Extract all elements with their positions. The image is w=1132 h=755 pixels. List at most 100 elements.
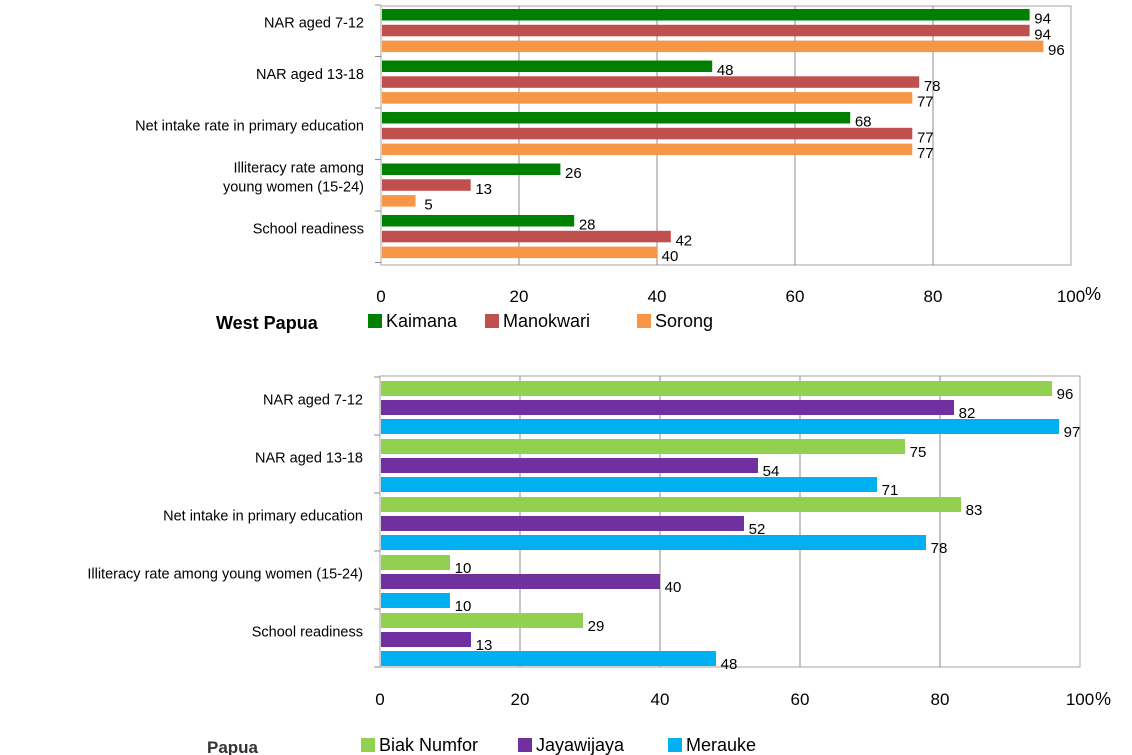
category-label: NAR aged 7-12 (263, 393, 363, 409)
x-tick-label: 60 (791, 690, 810, 709)
bar-sorong (382, 143, 913, 156)
category-label: NAR aged 13-18 (256, 67, 364, 83)
bar-kaimana (382, 163, 561, 175)
bar-jayawijaya (381, 574, 660, 589)
chart-title: Papua (207, 738, 259, 755)
papua-chart: 0 20 40 60 80 100 % 96 82 97 NAR aged 7-12 75 54 71 NA… (87, 375, 1111, 755)
data-label: 77 (917, 129, 934, 146)
bar-merauke (381, 419, 1059, 434)
data-label: 97 (1064, 424, 1081, 441)
category-label: Net intake rate in primary education (135, 119, 364, 135)
bar-sorong (382, 40, 1044, 53)
bar-sorong (382, 246, 657, 259)
data-label: 48 (721, 656, 738, 673)
category-label: NAR aged 7-12 (264, 16, 364, 32)
bar-jayawijaya (381, 400, 954, 415)
data-label: 13 (475, 181, 492, 198)
x-tick-label: 20 (510, 287, 529, 306)
plot-frame (380, 5, 1072, 266)
data-label: 78 (931, 540, 948, 557)
category-label: Net intake in primary education (163, 509, 363, 525)
data-label: 77 (917, 94, 934, 111)
data-label: 26 (565, 165, 582, 182)
bar-manokwari (382, 24, 1030, 37)
legend-label: Kaimana (386, 311, 458, 331)
x-tick-label: 40 (648, 287, 667, 306)
data-label: 77 (917, 145, 934, 162)
category-label: School readiness (253, 222, 364, 238)
unit-label: % (1085, 284, 1101, 304)
legend-label: Jayawijaya (536, 735, 625, 755)
legend-swatch (485, 314, 499, 328)
bar-kaimana (382, 215, 575, 227)
data-label: 94 (1034, 26, 1051, 43)
legend-label: Manokwari (503, 311, 590, 331)
bar-biak-numfor (381, 555, 450, 570)
data-label: 75 (910, 444, 927, 461)
data-label: 71 (882, 482, 899, 499)
data-label: 5 (424, 197, 432, 214)
legend-label: Sorong (655, 311, 713, 331)
bar-jayawijaya (381, 516, 744, 531)
data-label: 83 (966, 502, 983, 519)
data-label: 94 (1034, 11, 1051, 28)
bar-jayawijaya (381, 632, 471, 647)
data-label: 54 (763, 463, 780, 480)
bar-manokwari (382, 230, 671, 243)
legend-swatch (668, 738, 682, 752)
x-tick-label: 80 (924, 287, 943, 306)
x-tick-label: 40 (651, 690, 670, 709)
data-label: 28 (579, 217, 596, 234)
bar-biak-numfor (381, 497, 961, 512)
x-tick-label: 80 (931, 690, 950, 709)
bar-merauke (381, 477, 877, 492)
category-label: Illiteracy rate among (233, 161, 364, 177)
data-label: 29 (588, 618, 605, 635)
bar-manokwari (382, 179, 471, 191)
bar-merauke (381, 535, 926, 550)
x-tick-label: 60 (786, 287, 805, 306)
category-label: young women (15-24) (223, 180, 364, 196)
legend-swatch (368, 314, 382, 328)
category-label: School readiness (252, 625, 363, 641)
x-tick-label: 0 (376, 287, 385, 306)
bar-kaimana (382, 60, 713, 72)
category-label: Illiteracy rate among young women (15-24… (87, 567, 363, 583)
bar-biak-numfor (381, 381, 1052, 396)
x-tick-label: 100 (1057, 287, 1085, 306)
data-label: 10 (455, 598, 472, 615)
unit-label: % (1095, 689, 1111, 709)
bar-jayawijaya (381, 458, 758, 473)
legend-swatch (361, 738, 375, 752)
legend-label: Merauke (686, 735, 756, 755)
data-label: 13 (476, 637, 493, 654)
legend-swatch (518, 738, 532, 752)
bar-sorong (382, 195, 416, 207)
bar-manokwari (382, 127, 913, 140)
data-label: 96 (1048, 42, 1065, 59)
x-tick-label: 0 (375, 690, 384, 709)
bar-manokwari (382, 76, 920, 88)
data-label: 40 (662, 248, 679, 265)
x-tick-label: 100 (1066, 690, 1094, 709)
data-label: 52 (749, 521, 766, 538)
data-label: 40 (665, 579, 682, 596)
chart-title: West Papua (216, 313, 319, 333)
data-label: 82 (959, 405, 976, 422)
bar-merauke (381, 593, 450, 608)
bar-biak-numfor (381, 439, 905, 454)
data-label: 42 (675, 232, 692, 249)
data-label: 48 (717, 62, 734, 79)
bar-merauke (381, 651, 716, 666)
data-label: 78 (924, 78, 941, 95)
legend-swatch (637, 314, 651, 328)
data-label: 96 (1057, 386, 1074, 403)
plot-frame (379, 375, 1081, 668)
legend-label: Biak Numfor (379, 735, 478, 755)
bar-kaimana (382, 9, 1030, 21)
data-label: 10 (455, 560, 472, 577)
data-label: 68 (855, 114, 872, 131)
bar-kaimana (382, 112, 851, 124)
